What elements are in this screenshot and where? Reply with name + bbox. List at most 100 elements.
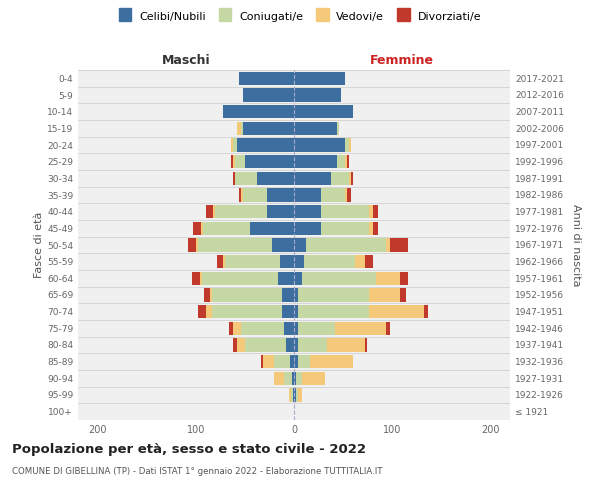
Bar (390, 238, 408, 252)
Bar (280, 255, 294, 268)
Bar (196, 238, 198, 252)
Bar (293, 388, 294, 402)
Bar (294, 155, 337, 168)
Bar (310, 355, 353, 368)
Bar (294, 72, 345, 85)
Bar (298, 388, 302, 402)
Bar (263, 355, 274, 368)
Bar (198, 238, 272, 252)
Bar (345, 155, 347, 168)
Bar (302, 272, 376, 285)
Bar (286, 338, 294, 351)
Bar (365, 255, 373, 268)
Bar (294, 372, 296, 385)
Text: Popolazione per età, sesso e stato civile - 2022: Popolazione per età, sesso e stato civil… (12, 442, 366, 456)
Bar (231, 155, 233, 168)
Bar (203, 222, 250, 235)
Bar (365, 338, 367, 351)
Bar (400, 288, 406, 302)
Bar (188, 238, 196, 252)
Legend: Celibi/Nubili, Coniugati/e, Vedovi/e, Divorziati/e: Celibi/Nubili, Coniugati/e, Vedovi/e, Di… (116, 8, 484, 25)
Bar (322, 205, 368, 218)
Bar (284, 372, 292, 385)
Bar (239, 188, 241, 202)
Bar (355, 255, 365, 268)
Bar (200, 272, 202, 285)
Bar (241, 122, 243, 135)
Bar (373, 222, 379, 235)
Bar (368, 305, 424, 318)
Bar (206, 205, 214, 218)
Bar (298, 288, 368, 302)
Bar (243, 88, 294, 102)
Bar (233, 172, 235, 185)
Bar (294, 255, 304, 268)
Bar (282, 305, 294, 318)
Bar (335, 322, 386, 335)
Bar (294, 322, 298, 335)
Bar (337, 155, 345, 168)
Bar (245, 338, 286, 351)
Bar (345, 138, 349, 151)
Y-axis label: Fasce di età: Fasce di età (34, 212, 44, 278)
Bar (351, 172, 353, 185)
Bar (400, 272, 408, 285)
Bar (235, 155, 245, 168)
Bar (282, 288, 294, 302)
Bar (296, 372, 302, 385)
Bar (294, 238, 306, 252)
Bar (294, 355, 298, 368)
Bar (424, 305, 428, 318)
Text: Femmine: Femmine (370, 54, 434, 66)
Bar (229, 322, 233, 335)
Bar (294, 172, 331, 185)
Bar (291, 388, 293, 402)
Bar (331, 172, 349, 185)
Bar (294, 222, 322, 235)
Bar (292, 372, 294, 385)
Bar (368, 288, 400, 302)
Bar (192, 272, 200, 285)
Bar (231, 138, 233, 151)
Bar (373, 205, 379, 218)
Bar (274, 372, 284, 385)
Bar (203, 288, 209, 302)
Bar (289, 388, 291, 402)
Bar (294, 388, 296, 402)
Bar (294, 188, 322, 202)
Bar (245, 155, 294, 168)
Bar (260, 355, 263, 368)
Bar (278, 272, 294, 285)
Bar (223, 105, 294, 118)
Bar (272, 238, 294, 252)
Bar (298, 322, 335, 335)
Bar (294, 122, 337, 135)
Bar (235, 172, 257, 185)
Bar (250, 222, 294, 235)
Bar (237, 138, 294, 151)
Bar (214, 205, 215, 218)
Bar (257, 172, 294, 185)
Bar (233, 138, 237, 151)
Bar (368, 205, 373, 218)
Bar (306, 238, 386, 252)
Bar (266, 188, 294, 202)
Bar (322, 222, 368, 235)
Bar (233, 338, 237, 351)
Bar (294, 205, 322, 218)
Bar (298, 355, 310, 368)
Bar (237, 338, 245, 351)
Bar (198, 305, 206, 318)
Bar (239, 72, 294, 85)
Bar (298, 338, 328, 351)
Bar (215, 205, 266, 218)
Bar (349, 172, 351, 185)
Bar (241, 322, 284, 335)
Bar (294, 305, 298, 318)
Bar (237, 122, 241, 135)
Bar (294, 105, 353, 118)
Bar (296, 388, 298, 402)
Bar (209, 288, 212, 302)
Bar (322, 188, 345, 202)
Bar (347, 188, 351, 202)
